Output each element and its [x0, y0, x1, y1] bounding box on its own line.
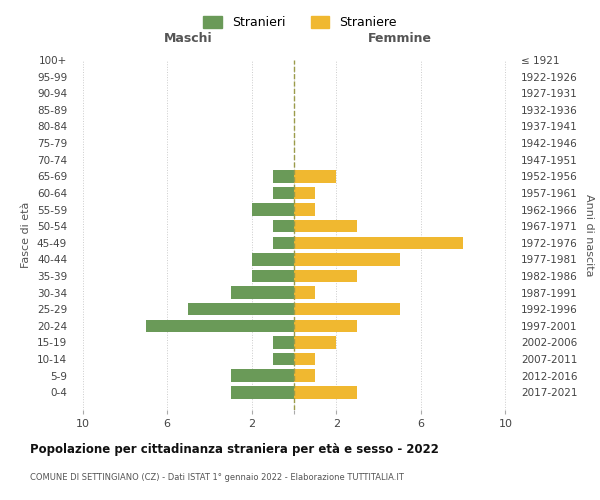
Bar — [273, 236, 294, 249]
Bar — [273, 170, 294, 182]
Bar — [294, 270, 358, 282]
Bar — [188, 303, 294, 316]
Text: COMUNE DI SETTINGIANO (CZ) - Dati ISTAT 1° gennaio 2022 - Elaborazione TUTTITALI: COMUNE DI SETTINGIANO (CZ) - Dati ISTAT … — [30, 472, 404, 482]
Bar — [294, 236, 463, 249]
Bar — [230, 286, 294, 299]
Bar — [273, 220, 294, 232]
Bar — [294, 336, 336, 348]
Text: Maschi: Maschi — [164, 32, 212, 45]
Legend: Stranieri, Straniere: Stranieri, Straniere — [198, 11, 402, 34]
Y-axis label: Anni di nascita: Anni di nascita — [584, 194, 594, 276]
Bar — [294, 370, 315, 382]
Bar — [294, 286, 315, 299]
Text: Popolazione per cittadinanza straniera per età e sesso - 2022: Popolazione per cittadinanza straniera p… — [30, 442, 439, 456]
Y-axis label: Fasce di età: Fasce di età — [22, 202, 31, 268]
Text: Femmine: Femmine — [368, 32, 432, 45]
Bar — [294, 253, 400, 266]
Bar — [252, 253, 294, 266]
Bar — [230, 370, 294, 382]
Bar — [252, 204, 294, 216]
Bar — [230, 386, 294, 398]
Bar — [294, 320, 358, 332]
Bar — [294, 170, 336, 182]
Bar — [146, 320, 294, 332]
Bar — [294, 204, 315, 216]
Bar — [273, 336, 294, 348]
Bar — [273, 186, 294, 199]
Bar — [294, 386, 358, 398]
Bar — [294, 353, 315, 366]
Bar — [252, 270, 294, 282]
Bar — [294, 186, 315, 199]
Bar — [294, 220, 358, 232]
Bar — [273, 353, 294, 366]
Bar — [294, 303, 400, 316]
